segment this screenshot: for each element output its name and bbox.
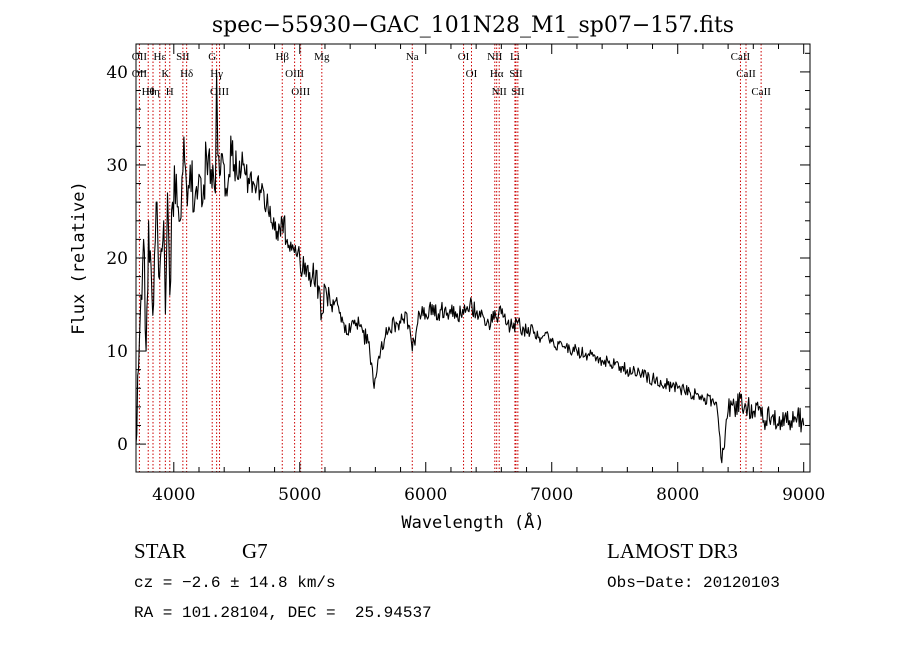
redshift-cz: cz = −2.6 ± 14.8 km/s (134, 574, 336, 592)
line-label: H (166, 86, 174, 98)
line-label: CaII (736, 68, 756, 80)
line-label: Li (510, 51, 520, 63)
line-label: Hη (146, 86, 160, 98)
line-label: OI (466, 68, 478, 80)
x-tick-label: 9000 (782, 485, 825, 505)
x-tick-label: 7000 (530, 485, 573, 505)
chart-title: spec−55930−GAC_101N28_M1_sp07−157.fits (212, 13, 734, 38)
line-label: OIII (285, 68, 304, 80)
line-label: CaII (751, 86, 771, 98)
line-label: Na (406, 51, 419, 63)
y-tick-label: 0 (117, 435, 128, 455)
axis-ticks: 4000 5000 6000 7000 8000 9000 0 10 20 30 40 (106, 44, 825, 505)
x-tick-label: 8000 (656, 485, 699, 505)
line-label: Hα (490, 68, 504, 80)
line-label: OIII (210, 86, 229, 98)
line-label: OIII (291, 86, 310, 98)
x-tick-label: 4000 (152, 485, 195, 505)
coordinates: RA = 101.28104, DEC = 25.94537 (134, 604, 432, 622)
line-label: Hβ (275, 51, 289, 63)
x-tick-label: 6000 (404, 485, 447, 505)
line-label: NII (492, 86, 508, 98)
subclass: G7 (242, 539, 268, 563)
line-label: CaII (731, 51, 751, 63)
line-label: SII (176, 51, 190, 63)
obs-date: Obs−Date: 20120103 (607, 574, 780, 592)
line-label: Hδ (180, 68, 193, 80)
line-label: Hε (154, 51, 167, 63)
line-label: G (208, 51, 216, 63)
y-axis-label: Flux (relative) (69, 181, 89, 335)
spectrum-line (135, 71, 805, 464)
line-label: SII (511, 86, 525, 98)
line-markers (138, 44, 762, 472)
line-label: OII (132, 68, 148, 80)
line-label: Mg (314, 51, 330, 63)
object-class: STAR (134, 539, 186, 563)
x-tick-label: 5000 (278, 485, 321, 505)
y-tick-label: 30 (106, 156, 128, 176)
x-axis-label: Wavelength (Å) (401, 511, 544, 533)
line-label: OI (458, 51, 470, 63)
line-label: SII (509, 68, 523, 80)
line-label: OII (132, 51, 148, 63)
y-tick-label: 40 (106, 63, 128, 83)
survey-name: LAMOST DR3 (607, 539, 738, 563)
y-tick-label: 10 (106, 342, 128, 362)
line-label: Hθ (142, 86, 155, 98)
line-label: K (161, 68, 169, 80)
line-label: NII (487, 51, 503, 63)
y-tick-label: 20 (106, 249, 128, 269)
